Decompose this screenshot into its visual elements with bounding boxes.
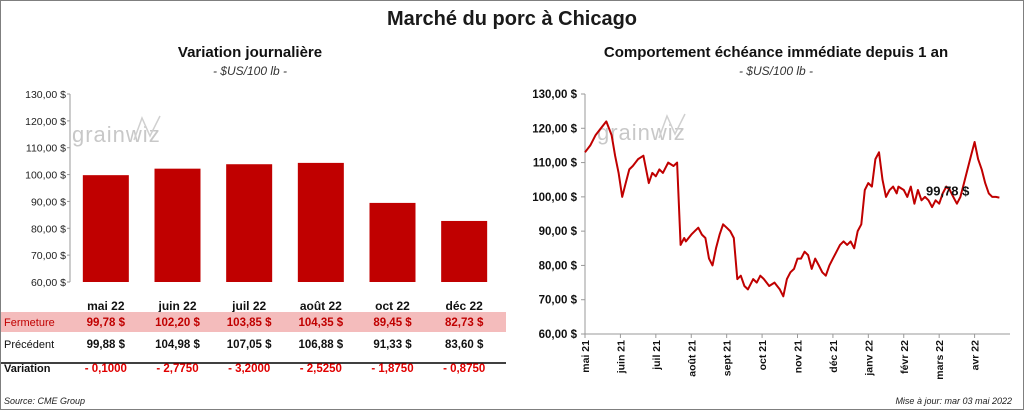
x-tick-label: févr 22: [899, 340, 911, 374]
table-cell: 103,85 $: [227, 317, 272, 329]
table-cell: - 3,2000: [228, 363, 270, 375]
y-tick-label: 70,00 $: [539, 295, 578, 307]
table-cell: 102,20 $: [155, 317, 200, 329]
category-label: oct 22: [375, 299, 410, 313]
category-label: juil 22: [231, 299, 266, 313]
last-value-label: 99,78 $: [926, 184, 970, 199]
update-note: Mise à jour: mar 03 mai 2022: [895, 396, 1012, 406]
table-cell: - 1,8750: [371, 363, 413, 375]
x-tick-label: mai 21: [580, 340, 592, 373]
table-cell: - 0,8750: [443, 363, 485, 375]
x-tick-label: juil 21: [651, 340, 663, 371]
x-tick-label: sept 21: [722, 340, 734, 376]
table-cell: - 2,7750: [156, 363, 198, 375]
y-tick-label: 130,00 $: [532, 89, 577, 101]
y-tick-label: 70,00 $: [31, 250, 66, 262]
bar-chart: grainwiz 60,00 $ 70,00 $ 80,00 $ 90,00 $ 100,…: [1, 89, 506, 375]
y-tick-label: 90,00 $: [539, 226, 578, 238]
x-tick-label: mars 22: [934, 340, 946, 380]
x-tick-label: juin 21: [615, 340, 627, 374]
bar-juil 22: [226, 164, 273, 282]
table-cell: 99,88 $: [87, 339, 126, 351]
x-tick-label: nov 21: [793, 340, 805, 373]
table-cell: 107,05 $: [227, 339, 272, 351]
table-cell: 106,88 $: [298, 339, 343, 351]
table-cell: - 2,5250: [300, 363, 342, 375]
x-tick-label: août 21: [686, 340, 698, 377]
row-highlight: [1, 312, 506, 332]
x-tick-label: janv 22: [863, 340, 875, 377]
y-tick-label: 90,00 $: [31, 196, 66, 208]
y-tick-label: 110,00 $: [26, 143, 66, 155]
row-label: Fermeture: [4, 317, 55, 329]
y-tick-label: 80,00 $: [539, 260, 578, 272]
y-tick-label: 60,00 $: [31, 277, 66, 289]
row-label: Variation: [4, 363, 51, 375]
y-tick-label: 110,00 $: [533, 158, 578, 170]
watermark-mark: [658, 113, 686, 139]
category-label: déc 22: [445, 299, 483, 313]
bar-mai 22: [82, 175, 129, 282]
y-tick-label: 100,00 $: [532, 192, 577, 204]
table-cell: 99,78 $: [87, 317, 126, 329]
line-chart-title: Comportement échéance immédiate depuis 1…: [603, 44, 949, 61]
y-tick-label: 130,00 $: [25, 89, 66, 101]
bar-juin 22: [154, 168, 201, 282]
y-tick-label: 100,00 $: [25, 170, 66, 182]
x-tick-label: déc 21: [828, 340, 840, 373]
line-chart-subtitle: - $US/100 lb -: [738, 64, 814, 78]
table-cell: 104,98 $: [155, 339, 200, 351]
category-label: août 22: [300, 299, 342, 313]
table-cell: 104,35 $: [298, 317, 343, 329]
table-cell: 83,60 $: [445, 339, 484, 351]
bar-oct 22: [369, 202, 416, 282]
table-cell: 82,73 $: [445, 317, 484, 329]
table-cell: - 0,1000: [85, 363, 127, 375]
category-label: mai 22: [87, 299, 125, 313]
bar-chart-title: Variation journalière: [177, 44, 323, 61]
bar-déc 22: [441, 220, 488, 282]
watermark: grainwiz: [72, 115, 161, 147]
x-tick-label: oct 21: [757, 340, 769, 371]
watermark-text: grainwiz: [72, 122, 161, 147]
y-tick-label: 80,00 $: [31, 223, 66, 235]
table-cell: 89,45 $: [373, 317, 412, 329]
category-label: juin 22: [157, 299, 196, 313]
table-cell: 91,33 $: [373, 339, 412, 351]
source-note: Source: CME Group: [4, 396, 86, 406]
watermark-mark: [133, 115, 161, 141]
bar-chart-subtitle: - $US/100 lb -: [212, 64, 288, 78]
main-title: Marché du porc à Chicago: [386, 8, 638, 30]
y-tick-label: 120,00 $: [532, 123, 577, 135]
row-label: Précédent: [4, 339, 54, 351]
bar-août 22: [297, 162, 344, 282]
price-line: [584, 120, 1000, 298]
y-tick-label: 120,00 $: [25, 116, 66, 128]
x-tick-label: avr 22: [970, 340, 982, 371]
y-tick-label: 60,00 $: [539, 329, 578, 341]
